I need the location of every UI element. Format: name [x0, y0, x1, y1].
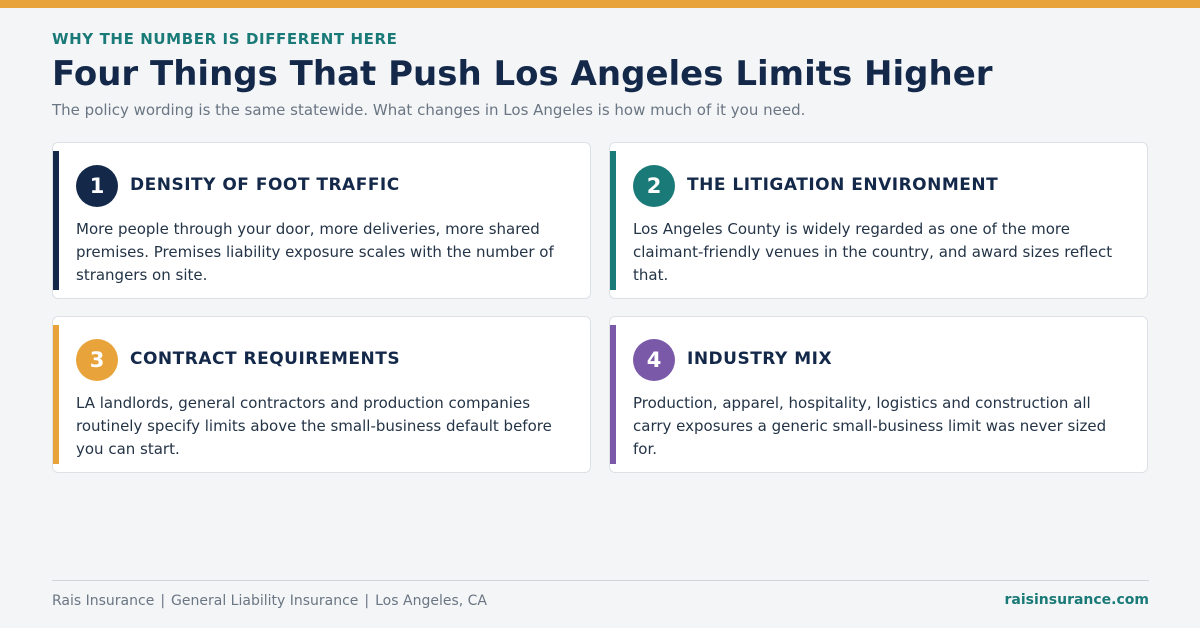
card-number-badge: 2 [633, 165, 675, 207]
card-body: LA landlords, general contractors and pr… [76, 394, 552, 458]
website-link[interactable]: raisinsurance.com [1004, 592, 1149, 608]
factor-card-3: 3 CONTRACT REQUIREMENTS LA landlords, ge… [52, 316, 591, 473]
card-accent-stripe [53, 325, 59, 464]
card-accent-stripe [610, 151, 616, 290]
top-accent-bar [0, 0, 1200, 8]
factor-card-4: 4 INDUSTRY MIX Production, apparel, hosp… [609, 316, 1148, 473]
card-accent-stripe [53, 151, 59, 290]
factor-card-2: 2 THE LITIGATION ENVIRONMENT Los Angeles… [609, 142, 1148, 299]
footer-product: General Liability Insurance [171, 593, 359, 609]
card-body: Production, apparel, hospitality, logist… [633, 394, 1107, 458]
page-subtitle: The policy wording is the same statewide… [52, 101, 806, 119]
card-heading: THE LITIGATION ENVIRONMENT [687, 175, 999, 195]
card-heading: INDUSTRY MIX [687, 349, 833, 369]
footer-separator: | [364, 593, 370, 609]
card-accent-stripe [610, 325, 616, 464]
page-title: Four Things That Push Los Angeles Limits… [52, 54, 993, 94]
footer-brand: Rais Insurance [52, 593, 155, 609]
eyebrow-label: WHY THE NUMBER IS DIFFERENT HERE [52, 30, 398, 48]
card-heading: DENSITY OF FOOT TRAFFIC [130, 175, 400, 195]
footer-location: Los Angeles, CA [375, 593, 487, 609]
card-body: More people through your door, more deli… [76, 220, 554, 284]
card-body: Los Angeles County is widely regarded as… [633, 220, 1113, 284]
footer-divider [52, 580, 1149, 581]
card-number-badge: 3 [76, 339, 118, 381]
footer-separator: | [160, 593, 166, 609]
footer-credits: Rais Insurance | General Liability Insuran… [52, 593, 487, 609]
card-number-badge: 1 [76, 165, 118, 207]
card-heading: CONTRACT REQUIREMENTS [130, 349, 401, 369]
factor-card-1: 1 DENSITY OF FOOT TRAFFIC More people th… [52, 142, 591, 299]
card-number-badge: 4 [633, 339, 675, 381]
